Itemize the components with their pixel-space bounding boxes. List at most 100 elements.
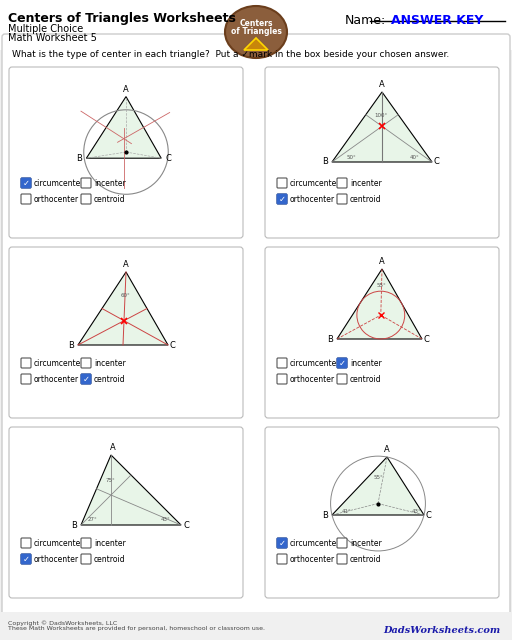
FancyBboxPatch shape: [277, 358, 287, 368]
Text: A: A: [384, 445, 390, 454]
Text: orthocenter: orthocenter: [290, 554, 335, 563]
Text: centroid: centroid: [94, 374, 125, 383]
Text: orthocenter: orthocenter: [290, 195, 335, 204]
Text: of Triangles: of Triangles: [230, 26, 282, 35]
Text: ✓: ✓: [338, 358, 346, 367]
FancyBboxPatch shape: [81, 374, 91, 384]
FancyBboxPatch shape: [337, 358, 347, 368]
Text: Math Worksheet 5: Math Worksheet 5: [8, 33, 97, 43]
Text: circumcenter: circumcenter: [34, 538, 84, 547]
Text: DadsWorksheets.com: DadsWorksheets.com: [383, 626, 500, 635]
Text: B: B: [68, 340, 74, 349]
FancyBboxPatch shape: [337, 194, 347, 204]
FancyBboxPatch shape: [0, 612, 512, 640]
Text: 27°: 27°: [88, 517, 98, 522]
FancyBboxPatch shape: [81, 538, 91, 548]
FancyBboxPatch shape: [265, 67, 499, 238]
Text: These Math Worksheets are provided for personal, homeschool or classroom use.: These Math Worksheets are provided for p…: [8, 626, 265, 631]
Text: centroid: centroid: [94, 195, 125, 204]
Text: orthocenter: orthocenter: [34, 195, 79, 204]
Polygon shape: [332, 92, 432, 162]
Text: incenter: incenter: [94, 179, 126, 188]
FancyBboxPatch shape: [277, 538, 287, 548]
Text: incenter: incenter: [350, 179, 382, 188]
Polygon shape: [244, 38, 268, 50]
Text: B: B: [71, 520, 77, 529]
FancyBboxPatch shape: [81, 374, 91, 384]
FancyBboxPatch shape: [337, 374, 347, 384]
FancyBboxPatch shape: [277, 538, 287, 548]
Text: ✓: ✓: [279, 195, 286, 204]
Text: 60°: 60°: [121, 293, 131, 298]
FancyBboxPatch shape: [81, 194, 91, 204]
Text: incenter: incenter: [94, 538, 126, 547]
Polygon shape: [332, 457, 424, 515]
Text: What is the type of center in each triangle?  Put a ✓mark in the box beside your: What is the type of center in each trian…: [12, 50, 449, 59]
Text: 55°: 55°: [374, 475, 384, 480]
FancyBboxPatch shape: [21, 374, 31, 384]
FancyBboxPatch shape: [81, 358, 91, 368]
Text: Multiple Choice: Multiple Choice: [8, 24, 83, 34]
Text: orthocenter: orthocenter: [34, 374, 79, 383]
Text: orthocenter: orthocenter: [34, 554, 79, 563]
Text: B: B: [322, 511, 328, 520]
Text: circumcenter: circumcenter: [290, 179, 340, 188]
Text: centroid: centroid: [350, 374, 381, 383]
Polygon shape: [78, 272, 168, 345]
Text: centroid: centroid: [350, 554, 381, 563]
Text: C: C: [170, 340, 176, 349]
Text: 50°: 50°: [347, 155, 357, 160]
Text: Centers: Centers: [239, 19, 273, 29]
Text: 43°: 43°: [412, 509, 422, 514]
Polygon shape: [87, 97, 161, 158]
FancyBboxPatch shape: [9, 247, 243, 418]
Text: A: A: [123, 84, 129, 93]
FancyBboxPatch shape: [277, 178, 287, 188]
FancyBboxPatch shape: [21, 538, 31, 548]
FancyBboxPatch shape: [21, 358, 31, 368]
Text: orthocenter: orthocenter: [290, 374, 335, 383]
Text: centroid: centroid: [94, 554, 125, 563]
Text: A: A: [110, 443, 116, 452]
Text: ✓: ✓: [23, 179, 30, 188]
FancyBboxPatch shape: [81, 178, 91, 188]
FancyBboxPatch shape: [337, 538, 347, 548]
Text: A: A: [379, 80, 385, 89]
Text: 55°: 55°: [377, 283, 387, 288]
FancyBboxPatch shape: [21, 194, 31, 204]
Text: Copyright © DadsWorksheets, LLC: Copyright © DadsWorksheets, LLC: [8, 620, 117, 626]
Text: 43°: 43°: [161, 517, 170, 522]
Text: incenter: incenter: [94, 358, 126, 367]
FancyBboxPatch shape: [265, 247, 499, 418]
Text: C: C: [424, 335, 430, 344]
FancyBboxPatch shape: [277, 194, 287, 204]
FancyBboxPatch shape: [21, 554, 31, 564]
Text: incenter: incenter: [350, 358, 382, 367]
Text: ✓: ✓: [279, 538, 286, 547]
Text: A: A: [123, 260, 129, 269]
FancyBboxPatch shape: [2, 34, 510, 618]
FancyBboxPatch shape: [9, 67, 243, 238]
FancyBboxPatch shape: [0, 0, 512, 50]
Text: circumcenter: circumcenter: [290, 358, 340, 367]
FancyBboxPatch shape: [277, 374, 287, 384]
FancyBboxPatch shape: [337, 178, 347, 188]
Text: C: C: [426, 511, 432, 520]
FancyBboxPatch shape: [21, 554, 31, 564]
Text: circumcenter: circumcenter: [290, 538, 340, 547]
Text: C: C: [183, 520, 189, 529]
Text: A: A: [379, 257, 385, 266]
Text: 41°: 41°: [342, 509, 352, 514]
FancyBboxPatch shape: [21, 178, 31, 188]
Text: Name:: Name:: [345, 14, 386, 27]
Text: B: B: [327, 335, 333, 344]
Text: B: B: [76, 154, 82, 163]
FancyBboxPatch shape: [277, 194, 287, 204]
Polygon shape: [81, 455, 181, 525]
Text: C: C: [434, 157, 440, 166]
FancyBboxPatch shape: [337, 358, 347, 368]
Text: ANSWER KEY: ANSWER KEY: [391, 14, 483, 27]
Text: 40°: 40°: [410, 155, 420, 160]
Text: circumcenter: circumcenter: [34, 358, 84, 367]
FancyBboxPatch shape: [81, 554, 91, 564]
